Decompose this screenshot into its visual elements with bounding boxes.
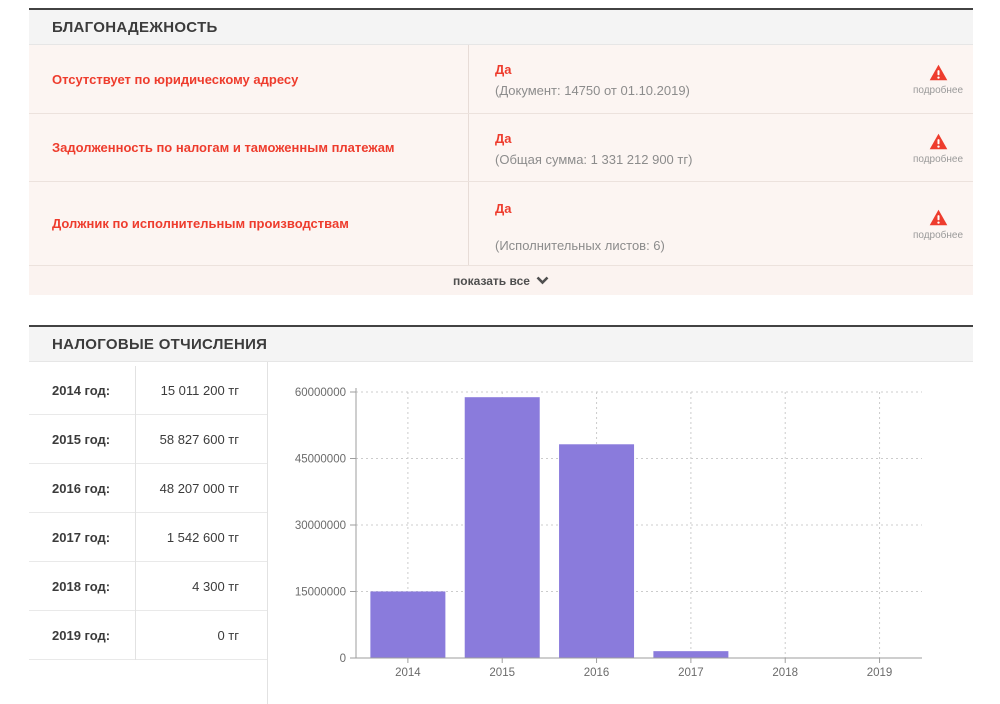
svg-text:2015: 2015 <box>489 667 515 679</box>
warning-icon[interactable] <box>929 133 948 150</box>
reliability-row-legal-address: Отсутствует по юридическому адресу Да (Д… <box>29 45 973 114</box>
details-link[interactable]: подробнее <box>903 45 973 113</box>
table-row: 2017 год: 1 542 600 тг <box>29 513 267 562</box>
warning-icon[interactable] <box>929 64 948 81</box>
bar-2014 <box>370 591 446 658</box>
tax-amount-cell: 48 207 000 тг <box>159 480 239 496</box>
svg-text:60000000: 60000000 <box>295 387 346 399</box>
tax-year-cell: 2018 год: <box>52 578 111 594</box>
reliability-section-title: БЛАГОНАДЕЖНОСТЬ <box>29 8 973 45</box>
risk-answer: Да <box>495 131 512 146</box>
taxes-section: НАЛОГОВЫЕ ОТЧИСЛЕНИЯ 2014 год: 15 011 20… <box>29 325 973 704</box>
taxes-section-title: НАЛОГОВЫЕ ОТЧИСЛЕНИЯ <box>29 325 973 362</box>
svg-text:0: 0 <box>340 653 346 665</box>
risk-answer: Да <box>495 62 512 77</box>
tax-amount-cell: 15 011 200 тг <box>160 382 239 398</box>
reliability-section: БЛАГОНАДЕЖНОСТЬ Отсутствует по юридическ… <box>29 8 973 295</box>
reliability-row-tax-debt: Задолженность по налогам и таможенным пл… <box>29 114 973 182</box>
bar-2017 <box>653 651 729 658</box>
svg-text:15000000: 15000000 <box>295 587 346 599</box>
risk-detail: (Общая сумма: 1 331 212 900 тг) <box>495 152 693 167</box>
details-link-label[interactable]: подробнее <box>912 229 964 241</box>
table-row: 2015 год: 58 827 600 тг <box>29 415 267 464</box>
risk-detail: (Документ: 14750 от 01.10.2019) <box>495 83 690 98</box>
table-chart-divider <box>267 362 268 704</box>
tax-amount-cell: 4 300 тг <box>192 578 239 594</box>
show-all-button[interactable]: показать все <box>453 274 549 288</box>
svg-text:2014: 2014 <box>395 667 421 679</box>
tax-amount-cell: 0 тг <box>217 627 239 643</box>
table-row: 2014 год: 15 011 200 тг <box>29 366 267 415</box>
svg-text:2019: 2019 <box>867 667 893 679</box>
tax-year-cell: 2015 год: <box>52 431 111 447</box>
table-column-divider <box>135 366 136 660</box>
risk-value: Да (Исполнительных листов: 6) <box>469 182 903 265</box>
tax-year-cell: 2016 год: <box>52 480 111 496</box>
svg-text:45000000: 45000000 <box>295 454 346 466</box>
svg-text:2016: 2016 <box>584 667 610 679</box>
chevron-down-icon[interactable] <box>536 274 549 288</box>
details-link-label[interactable]: подробнее <box>912 153 964 165</box>
table-row: 2016 год: 48 207 000 тг <box>29 464 267 513</box>
details-link[interactable]: подробнее <box>903 182 973 265</box>
risk-label: Задолженность по налогам и таможенным пл… <box>29 114 469 181</box>
tax-year-cell: 2014 год: <box>52 382 111 398</box>
details-link-label[interactable]: подробнее <box>912 85 964 96</box>
reliability-row-enforcement-debtor: Должник по исполнительным производствам … <box>29 182 973 266</box>
bar-2015 <box>464 397 540 658</box>
svg-text:2018: 2018 <box>772 667 798 679</box>
svg-text:2017: 2017 <box>678 667 704 679</box>
details-link[interactable]: подробнее <box>903 114 973 181</box>
tax-amount-cell: 1 542 600 тг <box>166 529 239 545</box>
risk-label: Отсутствует по юридическому адресу <box>29 45 469 113</box>
tax-year-cell: 2019 год: <box>52 627 111 643</box>
risk-value: Да (Общая сумма: 1 331 212 900 тг) <box>469 114 903 181</box>
tax-amount-cell: 58 827 600 тг <box>159 431 239 447</box>
warning-icon[interactable] <box>929 209 948 226</box>
show-all-label[interactable]: показать все <box>453 273 530 288</box>
risk-value: Да (Документ: 14750 от 01.10.2019) <box>469 45 903 113</box>
svg-text:30000000: 30000000 <box>295 520 346 532</box>
table-row: 2019 год: 0 тг <box>29 611 267 660</box>
table-row: 2018 год: 4 300 тг <box>29 562 267 611</box>
risk-answer: Да <box>495 201 512 216</box>
bar-2016 <box>559 444 635 658</box>
tax-years-table: 2014 год: 15 011 200 тг 2015 год: 58 827… <box>29 366 267 660</box>
tax-year-cell: 2017 год: <box>52 529 111 545</box>
show-all-bar: показать все <box>29 266 973 295</box>
risk-label: Должник по исполнительным производствам <box>29 182 469 265</box>
risk-detail: (Исполнительных листов: 6) <box>495 238 665 253</box>
tax-bar-chart: 0 15000000 30000000 45000000 60000000 2014 201… <box>268 362 973 704</box>
reliability-rows: Отсутствует по юридическому адресу Да (Д… <box>29 45 973 266</box>
taxes-body: 2014 год: 15 011 200 тг 2015 год: 58 827… <box>29 362 973 704</box>
